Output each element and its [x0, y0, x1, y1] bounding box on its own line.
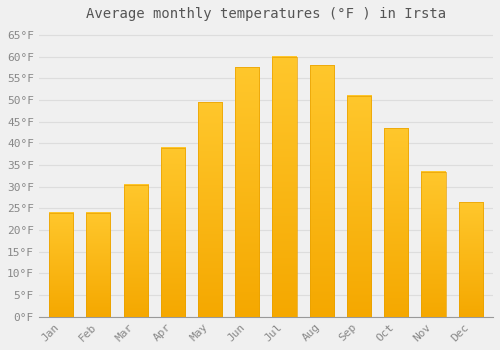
Bar: [198, 102, 222, 317]
Bar: [49, 213, 73, 317]
Bar: [347, 96, 371, 317]
Bar: [458, 202, 483, 317]
Bar: [384, 128, 408, 317]
Bar: [422, 172, 446, 317]
Bar: [160, 148, 185, 317]
Bar: [347, 96, 371, 317]
Bar: [160, 148, 185, 317]
Bar: [272, 57, 296, 317]
Bar: [124, 184, 148, 317]
Bar: [124, 184, 148, 317]
Bar: [86, 213, 110, 317]
Bar: [310, 65, 334, 317]
Bar: [310, 65, 334, 317]
Bar: [198, 102, 222, 317]
Bar: [272, 57, 296, 317]
Title: Average monthly temperatures (°F ) in Irsta: Average monthly temperatures (°F ) in Ir…: [86, 7, 446, 21]
Bar: [49, 213, 73, 317]
Bar: [235, 68, 260, 317]
Bar: [458, 202, 483, 317]
Bar: [86, 213, 110, 317]
Bar: [384, 128, 408, 317]
Bar: [235, 68, 260, 317]
Bar: [422, 172, 446, 317]
